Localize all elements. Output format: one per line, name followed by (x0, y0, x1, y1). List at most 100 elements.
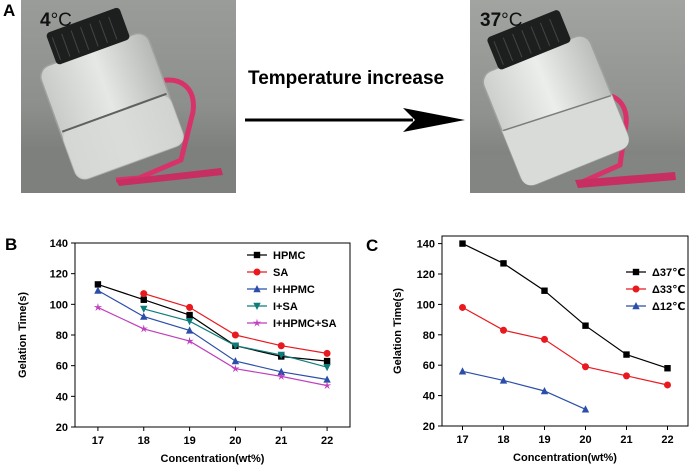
data-point (581, 405, 590, 413)
legend-label: Δ37℃ (652, 267, 685, 279)
y-tick-label: 60 (56, 361, 68, 373)
legend-marker (252, 318, 262, 327)
y-tick-label: 40 (423, 391, 435, 403)
legend-label: SA (273, 267, 288, 279)
data-point (94, 281, 102, 288)
data-point (185, 326, 194, 334)
y-tick-label: 140 (50, 238, 68, 250)
legend-label: I+HPMC (273, 284, 315, 296)
data-point (93, 303, 103, 311)
data-point (277, 372, 286, 380)
y-tick-label: 120 (417, 269, 435, 281)
data-point (458, 367, 467, 375)
data-point (500, 260, 507, 267)
legend: Δ37℃ Δ33℃ Δ12℃ (626, 267, 685, 313)
x-tick-label: 21 (275, 435, 287, 447)
x-tick-label: 20 (229, 435, 241, 447)
y-tick-label: 120 (50, 269, 68, 281)
y-tick-label: 140 (417, 239, 435, 251)
series-line (462, 370, 586, 410)
data-point (277, 367, 285, 375)
data-point (459, 240, 466, 247)
chart-b-svg: 20 40 60 80 100 120 140 17 18 19 20 21 22 Concentrati… (17, 238, 351, 465)
x-tick-label: 17 (92, 435, 104, 447)
series-line (97, 306, 328, 387)
data-point (231, 331, 239, 339)
data-point (231, 364, 240, 373)
vial-photo-cold (21, 0, 236, 193)
x-tick-label: 19 (538, 434, 550, 446)
series-2 (94, 286, 331, 383)
y-tick-label: 40 (56, 391, 68, 403)
panel-label-b: B (5, 235, 18, 254)
legend-marker (632, 268, 640, 276)
data-point (139, 324, 148, 333)
temp-unit-warm: °C (501, 10, 523, 31)
data-point (664, 365, 671, 372)
legend-marker (632, 285, 640, 293)
data-point (140, 296, 147, 303)
y-tick-label: 100 (417, 299, 435, 311)
series-0 (459, 240, 671, 372)
data-point (140, 290, 148, 298)
x-tick-label: 21 (620, 434, 632, 446)
plot-frame (441, 235, 689, 427)
data-point (186, 303, 194, 311)
y-tick-label: 20 (423, 421, 435, 433)
series-line (97, 289, 328, 381)
y-tick-label: 60 (423, 360, 435, 372)
data-point (664, 381, 671, 389)
y-axis-label: Gelation Time(s) (392, 288, 404, 374)
data-point (185, 336, 194, 345)
x-axis-label: Concentration(wt%) (513, 452, 617, 464)
data-point (277, 342, 285, 350)
legend-label: I+HPMC+SA (273, 318, 337, 330)
data-point (140, 305, 148, 313)
series-4 (93, 303, 332, 390)
data-point (500, 326, 507, 334)
chart-b: 20 40 60 80 100 120 140 17 18 19 20 21 22 Concentrati… (0, 230, 360, 476)
data-point (540, 387, 549, 395)
data-point (277, 351, 285, 359)
legend-label: Δ12℃ (652, 301, 685, 313)
x-tick-label: 18 (138, 435, 150, 447)
x-tick-label: 19 (183, 435, 195, 447)
data-point (231, 357, 240, 365)
y-tick-label: 100 (50, 299, 68, 311)
x-tick-label: 18 (497, 434, 509, 446)
data-point (623, 351, 630, 358)
chart-c-svg: 20 40 60 80 100 120 140 17 18 19 20 21 22 Concentrati… (392, 235, 689, 464)
temp-value-warm: 37 (480, 10, 502, 31)
series-line (462, 306, 668, 386)
data-point (323, 357, 331, 365)
chart-c: 20 40 60 80 100 120 140 17 18 19 20 21 22 Concentrati… (360, 230, 700, 476)
data-point (499, 376, 508, 384)
x-tick-label: 20 (579, 434, 591, 446)
panel-label-c: C (366, 236, 379, 255)
data-point (322, 381, 332, 390)
series-2 (458, 367, 590, 413)
series-3 (140, 305, 331, 372)
temp-unit-cold: °C (50, 10, 72, 31)
y-tick-label: 20 (56, 422, 68, 434)
arrow-caption: Temperature increase (248, 68, 445, 89)
data-point (623, 372, 630, 380)
data-point (323, 364, 331, 372)
legend-marker (632, 302, 640, 310)
legend-label: Δ33℃ (652, 284, 685, 296)
temperature-arrow-icon (245, 108, 465, 132)
legend-marker (253, 285, 261, 293)
legend-marker (253, 251, 261, 259)
x-tick-label: 17 (456, 434, 468, 446)
data-point (94, 286, 102, 294)
series-1 (459, 303, 671, 389)
vial-photo-warm (470, 0, 685, 193)
data-point (323, 375, 331, 383)
y-axis-label: Gelation Time(s) (17, 292, 29, 378)
legend-marker (253, 302, 261, 310)
data-point (186, 311, 193, 319)
panel-label-a: A (3, 1, 16, 20)
data-point (323, 349, 331, 357)
x-axis-label: Concentration(wt%) (161, 453, 265, 465)
data-point (582, 322, 589, 329)
